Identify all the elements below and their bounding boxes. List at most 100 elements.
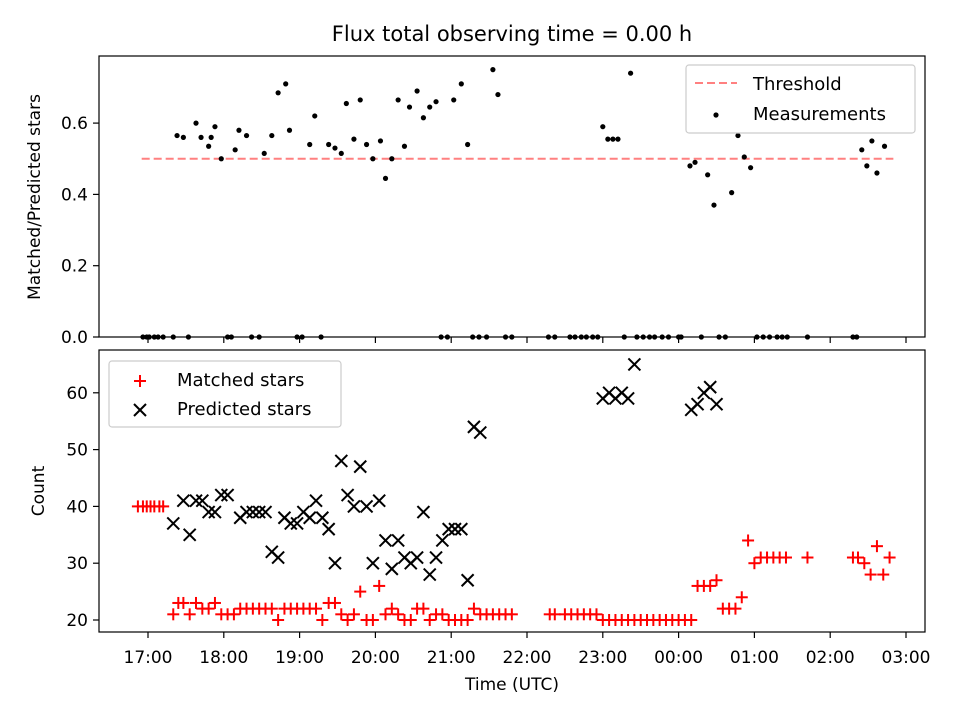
predicted-star-marker [302,511,317,525]
legend-measurement-label: Measurements [753,104,886,125]
matched-star-marker [272,614,285,626]
measurement-point [692,159,698,165]
y-axis-label-ratio: Matched/Predicted stars [25,94,45,300]
measurement-point [193,120,199,126]
predicted-star-marker [690,397,705,411]
matched-star-marker [505,608,518,621]
y-ticks-count: 20 30 40 50 60 [66,384,99,631]
predicted-star-marker [423,567,437,582]
predicted-star-marker [703,380,717,394]
matched-stars-points [131,500,896,626]
x-tick-label: 22:00 [503,648,552,668]
matched-star-marker [167,608,180,621]
matched-star-marker [366,614,379,626]
measurement-point [874,170,880,176]
measurement-point [338,150,344,157]
measurement-point [735,132,741,139]
y-axis-label-count: Count [29,465,49,516]
measurement-point [261,150,267,157]
y-tick-label: 30 [66,554,88,574]
measurement-point [881,143,888,149]
measurement-point [212,124,218,130]
predicted-star-marker [410,550,424,565]
predicted-star-marker [271,550,285,565]
measurement-point [312,113,318,119]
matched-star-marker [202,602,215,615]
measurement-point [490,67,496,73]
measurement-point [495,91,501,98]
x-tick-label: 01:00 [730,648,779,668]
measurement-point [275,90,281,96]
predicted-star-marker [366,556,380,570]
measurement-point [610,136,616,142]
count-panel: Count Time (UTC) 20 30 40 50 60 17:00 18:00 19… [29,349,931,695]
y-tick-label: 20 [66,611,88,631]
matched-star-marker [735,591,748,604]
predicted-star-marker [166,516,180,531]
x-tick-label: 19:00 [275,648,324,668]
chart-title: Flux total observing time = 0.00 h [332,22,692,46]
matched-star-marker [858,557,871,570]
matched-star-marker [335,608,348,621]
predicted-star-marker [435,533,450,548]
matched-star-marker [316,614,329,626]
measurement-point [377,138,384,144]
predicted-star-marker [201,505,216,519]
predicted-star-marker [309,494,323,508]
predicted-star-marker [239,505,254,519]
predicted-star-marker [208,505,222,519]
measurement-point [174,132,180,139]
measurement-point [627,70,634,76]
matched-star-marker [379,608,392,621]
x-tick-label: 23:00 [578,648,627,668]
predicted-star-marker [176,494,191,508]
matched-star-marker [417,602,430,615]
ratio-panel: Flux total observing time = 0.00 h Match… [25,22,926,348]
measurement-point [286,127,293,133]
matched-star-marker [392,608,405,621]
x-tick-label: 21:00 [427,648,476,668]
matched-star-marker [227,608,240,621]
matched-star-marker [208,596,221,609]
matched-star-marker [851,551,864,564]
predicted-star-marker [353,459,367,474]
x-tick-label: 17:00 [124,648,173,668]
matched-star-marker [404,614,417,626]
x-tick-label: 03:00 [882,648,931,668]
predicted-star-marker [334,454,348,468]
measurement-point [869,138,875,144]
matched-star-marker [461,614,474,626]
measurement-point [370,156,376,162]
measurement-point [605,136,611,142]
measurement-point [705,172,711,178]
y-tick-label: 60 [66,384,88,404]
predicted-star-marker [189,494,203,508]
matched-star-marker [548,608,561,621]
predicted-star-marker [473,425,487,440]
legend-predicted-label: Predicted stars [177,399,311,420]
measurement-point [741,154,747,160]
measurement-points [140,67,888,340]
y-ticks-ratio: 0.0 0.2 0.4 0.6 [61,114,99,348]
predicted-star-marker [258,505,273,519]
measurement-point [232,147,238,153]
predicted-star-marker [290,516,304,531]
predicted-star-marker [182,528,197,542]
measurement-point [236,127,242,133]
matched-star-marker [748,557,761,570]
predicted-star-marker [252,505,266,519]
matched-star-marker [729,602,742,615]
matched-star-marker [183,608,196,621]
measurement-point [332,145,338,151]
predicted-star-marker [621,391,635,406]
measurement-point [382,175,389,181]
y-tick-label: 0.4 [61,185,88,205]
measurement-point [600,124,606,130]
measurement-point [283,81,289,87]
predicted-star-marker [416,505,431,519]
matched-star-marker [341,614,354,626]
predicted-star-marker [378,533,393,548]
predicted-star-marker [220,488,235,502]
measurement-point [389,156,395,162]
